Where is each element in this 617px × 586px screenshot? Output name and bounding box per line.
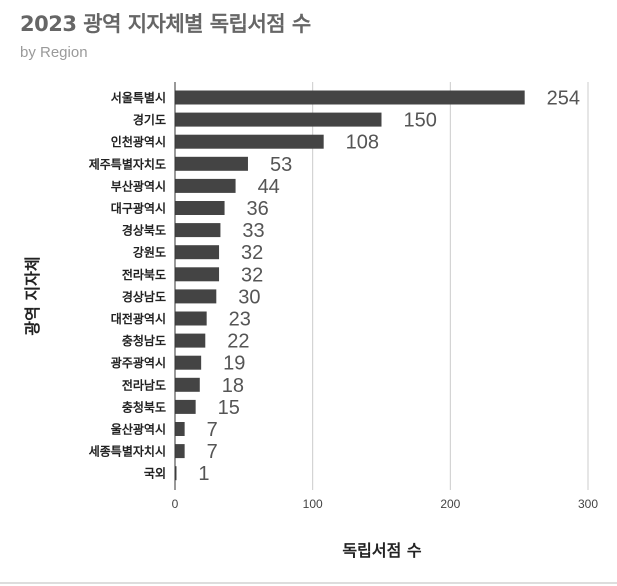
- value-label: 32: [241, 242, 263, 264]
- x-tick-label: 200: [440, 497, 460, 511]
- bar: [175, 355, 202, 370]
- category-label: 부산광역시: [111, 178, 166, 193]
- category-label: 경상북도: [122, 223, 166, 238]
- value-label: 1: [198, 463, 209, 485]
- bar: [175, 223, 221, 238]
- bar: [175, 399, 196, 414]
- category-label: 국외: [144, 466, 166, 481]
- category-label: 경상남도: [122, 289, 166, 304]
- bar: [175, 178, 236, 193]
- category-label: 세종특별자치시: [89, 444, 166, 459]
- x-tick-label: 100: [303, 497, 323, 511]
- category-label: 충청남도: [122, 333, 166, 348]
- bar: [175, 377, 200, 392]
- value-label: 33: [242, 220, 264, 242]
- category-label: 대전광역시: [111, 311, 166, 326]
- category-label: 인천광역시: [111, 134, 166, 149]
- value-label: 18: [222, 375, 244, 397]
- value-label: 150: [404, 110, 437, 132]
- category-label: 강원도: [133, 246, 166, 260]
- value-label: 44: [258, 176, 280, 198]
- category-label: 울산광역시: [111, 422, 166, 437]
- bar: [175, 444, 185, 459]
- chart-title: 2023 광역 지자체별 독립서점 수: [20, 12, 311, 36]
- value-label: 254: [547, 88, 580, 110]
- value-label: 36: [247, 198, 269, 220]
- bar: [175, 112, 382, 127]
- category-label: 제주특별자치도: [89, 156, 166, 171]
- bottom-divider: [0, 582, 617, 584]
- value-label: 30: [238, 286, 260, 308]
- bar: [175, 311, 207, 326]
- bar: [175, 289, 217, 304]
- x-tick-label: 300: [578, 497, 598, 511]
- category-label: 전라남도: [122, 377, 166, 392]
- bar: [175, 156, 248, 171]
- value-label: 7: [207, 441, 218, 463]
- chart-subtitle: by Region: [20, 44, 88, 61]
- bar: [175, 201, 225, 215]
- value-label: 23: [229, 309, 251, 331]
- value-label: 7: [207, 419, 218, 441]
- bars-layer: [175, 90, 525, 481]
- bar: [175, 90, 525, 105]
- x-tick-label: 0: [172, 497, 179, 511]
- category-label: 대구광역시: [111, 201, 166, 216]
- category-label: 충청북도: [122, 399, 166, 414]
- value-label: 32: [241, 264, 263, 286]
- category-label: 서울특별시: [111, 90, 166, 105]
- bar: [175, 422, 185, 436]
- bar: [175, 267, 220, 282]
- value-label: 19: [223, 353, 245, 375]
- y-axis-title: 광역 지자체: [23, 256, 42, 335]
- value-label: 108: [346, 132, 379, 154]
- category-label: 경기도: [133, 112, 166, 127]
- value-label: 53: [270, 154, 292, 176]
- labels-layer: 0 100 200 300 서울특별시 254 경기도 150 인천광역시 108 제주특별자치도 5…: [89, 88, 599, 512]
- grid-layer: [312, 82, 589, 490]
- value-label: 15: [218, 397, 240, 419]
- bar: [175, 466, 177, 481]
- category-label: 광주광역시: [111, 355, 166, 370]
- value-label: 22: [227, 331, 249, 353]
- x-axis-title: 독립서점 수: [342, 541, 421, 560]
- category-label: 전라북도: [122, 267, 166, 282]
- bar: [175, 134, 324, 149]
- bar: [175, 333, 206, 348]
- bar: [175, 245, 220, 260]
